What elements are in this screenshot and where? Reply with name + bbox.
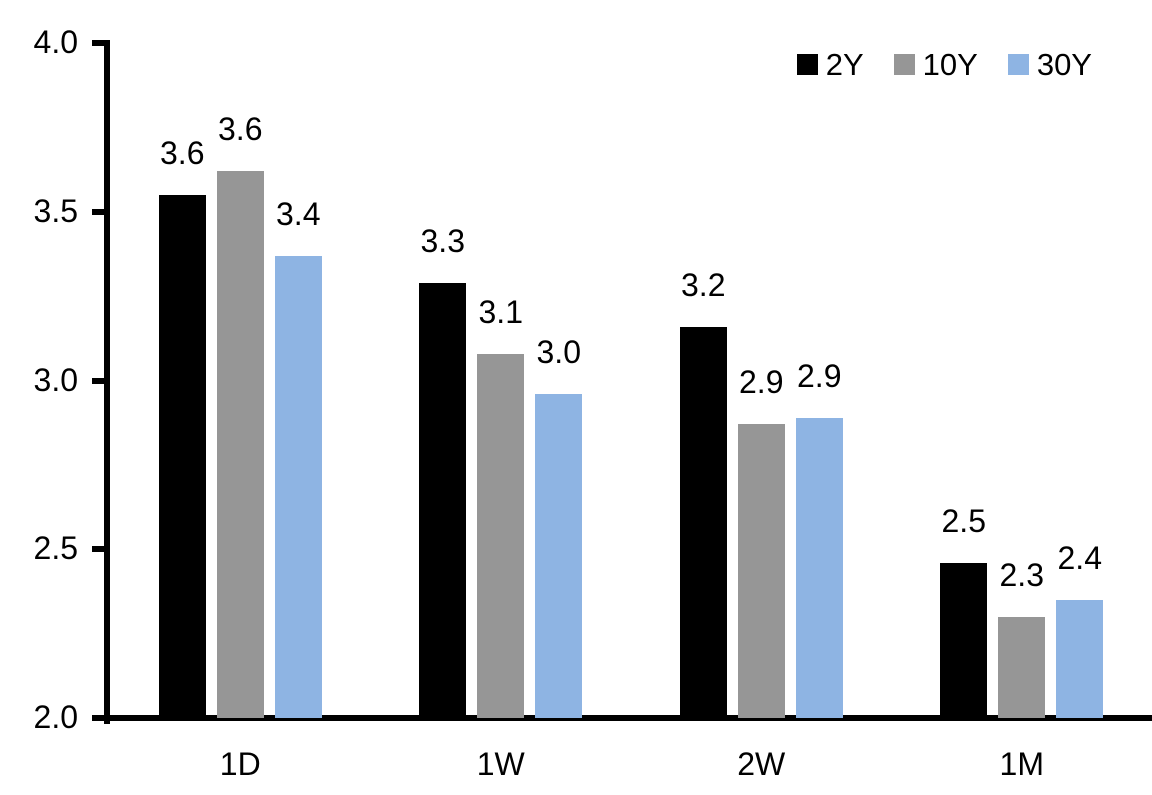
bar-30Y-1W	[535, 394, 583, 718]
y-tick	[92, 40, 104, 46]
category-label: 1M	[999, 746, 1044, 782]
y-axis-line	[104, 40, 110, 724]
bar-value-label: 3.6	[218, 111, 263, 148]
bar-30Y-1M	[1056, 599, 1104, 718]
legend-swatch-icon	[796, 54, 818, 75]
legend-item-30Y: 30Y	[1007, 47, 1092, 82]
y-tick-label: 3.0	[33, 361, 78, 398]
bar-value-label: 2.9	[797, 357, 842, 394]
y-tick-label: 2.5	[33, 530, 78, 567]
bar-30Y-1D	[274, 255, 322, 718]
bar-value-label: 2.4	[1057, 539, 1102, 576]
legend-label: 30Y	[1036, 47, 1092, 82]
bar-2Y-2W	[679, 326, 727, 718]
legend-swatch-icon	[1007, 54, 1029, 75]
bar-value-label: 2.3	[999, 556, 1044, 593]
y-tick	[92, 377, 104, 384]
y-tick-label: 3.5	[33, 192, 78, 229]
legend-swatch-icon	[893, 54, 915, 75]
y-tick-label: 2.0	[33, 699, 78, 735]
x-axis-line	[104, 715, 1152, 721]
bar-10Y-1D	[216, 171, 264, 718]
bar-value-label: 2.5	[941, 502, 986, 539]
bar-2Y-1W	[419, 282, 467, 718]
legend: 2Y 10Y 30Y	[796, 47, 1092, 82]
bar-30Y-2W	[795, 417, 843, 718]
bar-value-label: 3.6	[160, 134, 205, 171]
legend-item-10Y: 10Y	[893, 47, 978, 82]
bar-value-label: 3.3	[420, 222, 465, 259]
category-label: 1W	[476, 746, 525, 782]
bar-10Y-2W	[737, 424, 785, 718]
bar-value-label: 2.9	[739, 364, 784, 401]
y-tick	[92, 715, 104, 721]
legend-item-2Y: 2Y	[796, 47, 864, 82]
bar-10Y-1W	[477, 353, 525, 718]
category-label: 1D	[219, 746, 261, 782]
bar-value-label: 3.1	[478, 293, 523, 330]
bar-value-label: 3.4	[276, 195, 321, 232]
y-tick	[92, 208, 104, 215]
bar-value-label: 3.0	[536, 334, 581, 370]
legend-label: 2Y	[825, 47, 864, 82]
legend-label: 10Y	[922, 47, 978, 82]
bar-value-label: 3.2	[681, 266, 726, 303]
category-label: 2W	[737, 746, 786, 782]
bar-10Y-1M	[998, 616, 1046, 718]
y-tick-label: 4.0	[33, 24, 78, 60]
bar-2Y-1D	[158, 194, 206, 718]
y-tick	[92, 546, 104, 553]
bar-2Y-1M	[940, 562, 988, 718]
